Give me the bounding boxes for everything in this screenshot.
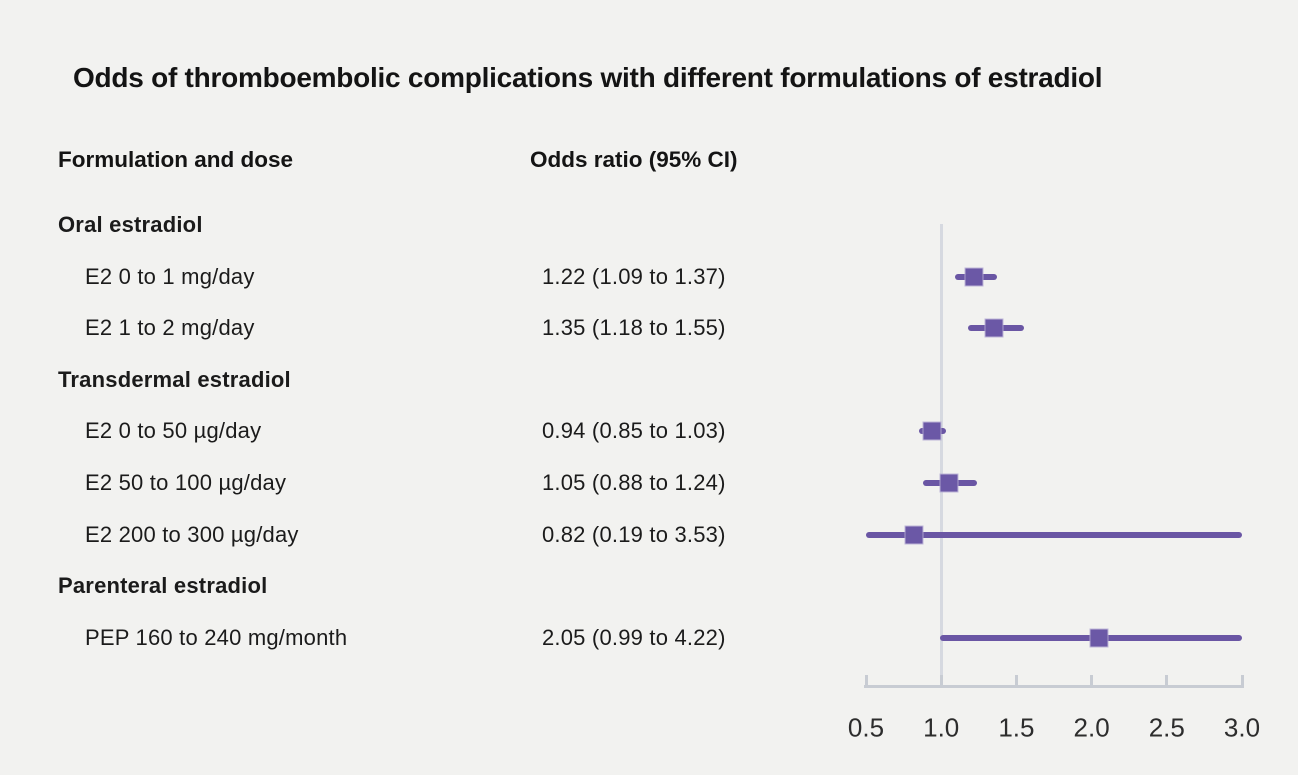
axis-tick: [1165, 675, 1169, 687]
row-value: 2.05 (0.99 to 4.22): [542, 624, 726, 650]
column-header-odds-ratio: Odds ratio (95% CI): [530, 147, 738, 172]
row-label: E2 50 to 100 µg/day: [85, 470, 287, 495]
row-label: E2 200 to 300 µg/day: [85, 521, 299, 547]
row-label: Parenteral estradiol: [58, 573, 268, 599]
point-marker: [904, 525, 924, 545]
point-marker: [984, 318, 1004, 338]
axis-tick-label: 1.5: [998, 712, 1035, 743]
reference-line: [939, 224, 943, 685]
row-value: 1.22 (1.09 to 1.37): [542, 263, 726, 289]
row-label: E2 0 to 50 µg/day: [85, 418, 262, 444]
ci-line: [866, 531, 1242, 538]
point-marker: [1089, 628, 1109, 648]
axis-tick: [1090, 675, 1094, 687]
axis-tick: [1240, 675, 1244, 687]
row-value: 0.94 (0.85 to 1.03): [542, 418, 726, 444]
axis-tick-label: 0.5: [847, 712, 885, 743]
x-axis-line: [864, 685, 1244, 688]
axis-tick-label: 3.0: [1223, 712, 1261, 743]
row-value: 1.05 (0.88 to 1.24): [542, 470, 726, 495]
axis-tick-label: 2.5: [1148, 712, 1185, 743]
point-marker: [964, 267, 984, 287]
row-value: 0.82 (0.19 to 3.53): [542, 521, 726, 547]
axis-tick: [939, 675, 943, 687]
chart-title: Odds of thromboembolic complications wit…: [73, 62, 1103, 93]
point-marker: [922, 421, 942, 441]
row-label: Oral estradiol: [58, 212, 203, 237]
axis-tick: [1014, 675, 1018, 687]
row-label: Transdermal estradiol: [58, 366, 291, 392]
axis-tick: [864, 675, 868, 687]
axis-tick-label: 1.0: [923, 712, 960, 743]
row-label: PEP 160 to 240 mg/month: [85, 624, 348, 650]
row-value: 1.35 (1.18 to 1.55): [542, 315, 726, 341]
axis-tick-label: 2.0: [1073, 712, 1110, 743]
column-header-formulation: Formulation and dose: [58, 147, 294, 172]
row-label: E2 0 to 1 mg/day: [85, 263, 255, 289]
row-label: E2 1 to 2 mg/day: [85, 315, 255, 341]
point-marker: [939, 473, 959, 493]
